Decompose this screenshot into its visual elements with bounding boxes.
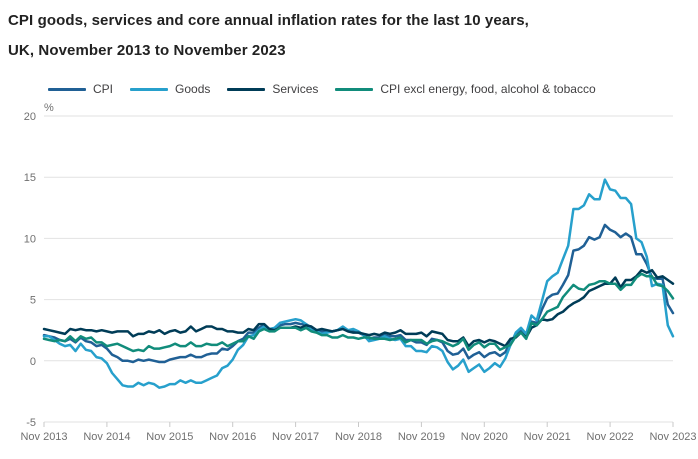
legend: CPI Goods Services CPI excl energy, food… (48, 82, 698, 96)
legend-swatch-core (335, 87, 374, 91)
y-axis-unit-label: % (44, 102, 54, 114)
legend-swatch-services (227, 87, 266, 91)
chart-title-line1: CPI goods, services and core annual infl… (8, 12, 529, 29)
y-tick-label: 20 (24, 111, 36, 123)
x-tick-label: Nov 2017 (272, 431, 319, 443)
legend-item-goods[interactable]: Goods (130, 82, 210, 96)
series-line-cpi (42, 223, 675, 364)
x-tick-label: Nov 2019 (398, 431, 445, 443)
x-tick-label: Nov 2016 (209, 431, 256, 443)
legend-swatch-cpi (48, 87, 86, 91)
legend-label-core: CPI excl energy, food, alcohol & tobacco (380, 82, 596, 96)
chart-area: 20 15 10 5 0 -5% Nov 2013 Nov 2014 Nov 2015 Nov 2… (0, 100, 698, 459)
x-tick-label: Nov 2020 (461, 431, 508, 443)
series-line-services (42, 268, 675, 348)
legend-label-goods: Goods (175, 82, 211, 96)
legend-item-services[interactable]: Services (227, 82, 318, 96)
legend-item-cpi[interactable]: CPI (48, 82, 113, 96)
chart-title-line2: UK, November 2013 to November 2023 (8, 42, 286, 59)
x-tick-label: Nov 2022 (587, 431, 634, 443)
x-tick-label: Nov 2023 (649, 431, 696, 443)
x-tick-label: Nov 2014 (83, 431, 130, 443)
legend-label-services: Services (272, 82, 319, 96)
series-line-cpi-excl-energy-food-alcohol-tobacco (42, 272, 675, 353)
x-tick-label: Nov 2015 (146, 431, 193, 443)
y-tick-label: -5 (26, 417, 36, 429)
x-tick-label: Nov 2018 (335, 431, 382, 443)
legend-item-core[interactable]: CPI excl energy, food, alcohol & tobacco (335, 82, 596, 96)
chart-header: CPI goods, services and core annual infl… (0, 0, 698, 66)
series-line-goods (42, 178, 675, 389)
x-tick-label: Nov 2021 (524, 431, 571, 443)
legend-swatch-goods (130, 87, 169, 91)
legend-label-cpi: CPI (93, 82, 114, 96)
y-tick-label: 0 (30, 356, 36, 368)
y-tick-label: 5 (30, 295, 36, 307)
y-tick-label: 15 (24, 172, 36, 184)
x-tick-label: Nov 2013 (20, 431, 67, 443)
y-tick-label: 10 (24, 233, 36, 245)
inflation-line-chart: 20 15 10 5 0 -5% Nov 2013 Nov 2014 Nov 2015 Nov 2… (20, 102, 696, 443)
